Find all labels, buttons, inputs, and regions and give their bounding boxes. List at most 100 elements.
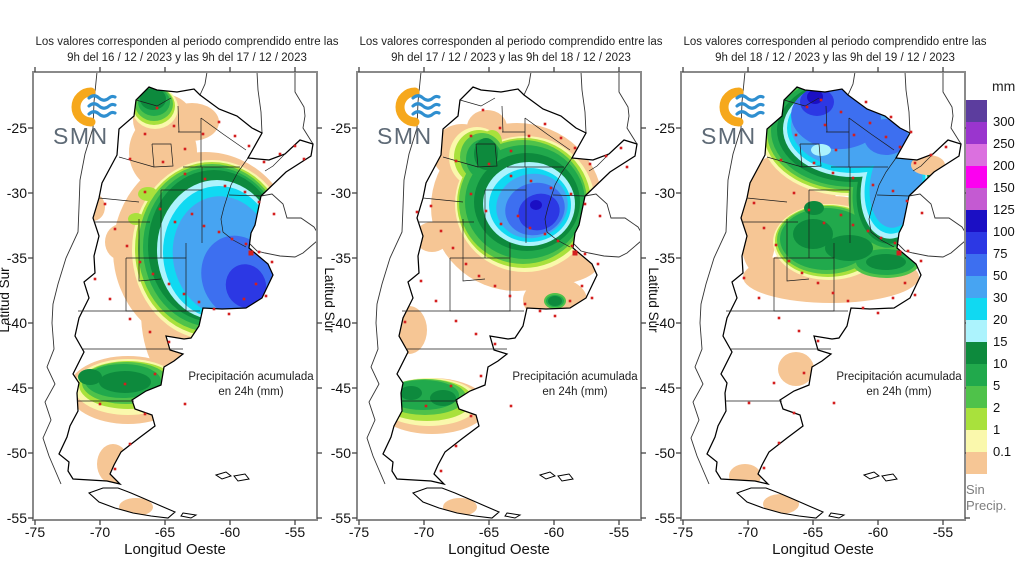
x-tick-label: -75 [672, 524, 694, 540]
map-title: Los valores corresponden al periodo comp… [7, 34, 367, 66]
map-title-line1: Los valores corresponden al periodo comp… [35, 36, 339, 48]
legend-segment-30-50 [966, 276, 987, 298]
precipitation-map [352, 67, 646, 525]
y-tick-label: -35 [654, 250, 675, 266]
annotation-line2: en 24h (mm) [866, 386, 932, 398]
map-canvas [676, 67, 970, 525]
y-tick-label: -55 [654, 510, 675, 526]
y-axis-label: Latitud Sur [0, 267, 12, 333]
y-tick-label: -45 [6, 380, 27, 396]
y-tick-label: -45 [330, 380, 351, 396]
map-title: Los valores corresponden al periodo comp… [331, 34, 691, 66]
legend-segment-15-20 [966, 320, 987, 342]
smn-waves-icon [735, 102, 765, 110]
map-annotation: Precipitación acumulada en 24h (mm) [821, 370, 977, 400]
station-dots [742, 98, 948, 470]
y-tick-label: -25 [654, 120, 675, 136]
legend-value-label: 5 [993, 378, 1001, 393]
y-tick-label: -30 [654, 185, 675, 201]
annotation-line2: en 24h (mm) [542, 386, 608, 398]
legend-value-label: 2 [993, 400, 1001, 415]
x-axis-label: Longitud Oeste [772, 541, 874, 558]
map-title-line2: 9h del 18 / 12 / 2023 y las 9h del 19 / … [715, 52, 955, 64]
annotation-line1: Precipitación acumulada [512, 371, 638, 383]
x-tick-label: -55 [608, 524, 630, 540]
x-tick-label: -65 [154, 524, 176, 540]
legend-segment-50-75 [966, 254, 987, 276]
smn-logo: SMN [701, 87, 765, 148]
legend-segment->300 [966, 100, 987, 122]
map-annotation: Precipitación acumulada en 24h (mm) [173, 370, 329, 400]
legend-segment-sin-precip [966, 452, 987, 474]
x-tick-label: -55 [284, 524, 306, 540]
y-tick-label: -25 [6, 120, 27, 136]
x-tick-label: -60 [867, 524, 889, 540]
smn-logo-text: SMN [377, 123, 433, 148]
annotation-line2: en 24h (mm) [218, 386, 284, 398]
map-panel-2: Los valores corresponden al periodo comp… [322, 0, 681, 585]
legend-segment-125-150 [966, 188, 987, 210]
x-tick-label: -60 [543, 524, 565, 540]
x-tick-label: -75 [348, 524, 370, 540]
legend-value-label: 50 [993, 268, 1008, 283]
smn-sun-icon [719, 87, 744, 127]
map-canvas [352, 67, 646, 525]
legend-segment-200-250 [966, 144, 987, 166]
map-panel-3: Los valores corresponden al periodo comp… [646, 0, 1005, 585]
smn-logo-text: SMN [701, 123, 757, 148]
station-dots [93, 106, 306, 471]
legend-no-precip-label: Sin Precip. [966, 482, 1007, 513]
annotation-line1: Precipitación acumulada [188, 371, 314, 383]
smn-waves-icon [735, 94, 765, 102]
x-axis-label: Longitud Oeste [124, 541, 226, 558]
y-axis-label: Latitud Sur [322, 267, 337, 333]
legend-value-label: 15 [993, 334, 1008, 349]
legend-value-label: 100 [993, 224, 1015, 239]
y-tick-label: -30 [330, 185, 351, 201]
map-title-line1: Los valores corresponden al periodo comp… [683, 36, 987, 48]
y-tick-label: -40 [654, 315, 675, 331]
legend-segment-2-5 [966, 386, 987, 408]
legend-value-label: 150 [993, 180, 1015, 195]
x-tick-label: -70 [89, 524, 111, 540]
smn-logo-text: SMN [53, 123, 109, 148]
map-title-line2: 9h del 16 / 12 / 2023 y las 9h del 17 / … [67, 52, 307, 64]
legend-colorbar [966, 100, 987, 474]
smn-waves-icon [87, 110, 117, 118]
x-axis-label: Longitud Oeste [448, 541, 550, 558]
legend-value-label: 75 [993, 246, 1008, 261]
smn-waves-icon [87, 102, 117, 110]
legend-value-label: 10 [993, 356, 1008, 371]
annotation-line1: Precipitación acumulada [836, 371, 962, 383]
smn-waves-icon [411, 94, 441, 102]
legend-value-label: 125 [993, 202, 1015, 217]
x-tick-label: -60 [219, 524, 241, 540]
x-tick-label: -70 [413, 524, 435, 540]
map-annotation: Precipitación acumulada en 24h (mm) [497, 370, 653, 400]
smn-sun-icon [71, 87, 96, 127]
x-tick-label: -65 [478, 524, 500, 540]
y-tick-label: -25 [330, 120, 351, 136]
legend-segment-1-2 [966, 408, 987, 430]
smn-waves-icon [411, 102, 441, 110]
precip-contours [383, 110, 603, 516]
map-title-line2: 9h del 17 / 12 / 2023 y las 9h del 18 / … [391, 52, 631, 64]
smn-logo: SMN [377, 87, 441, 148]
legend-segment-20-30 [966, 298, 987, 320]
map-canvas [28, 67, 322, 525]
precipitation-map [28, 67, 322, 525]
y-tick-label: -40 [6, 315, 27, 331]
legend-value-label: 30 [993, 290, 1008, 305]
legend-segment-0.1-1 [966, 430, 987, 452]
legend-value-label: 20 [993, 312, 1008, 327]
y-tick-label: -45 [654, 380, 675, 396]
legend-value-label: 200 [993, 158, 1015, 173]
legend-value-label: 250 [993, 136, 1015, 151]
y-tick-label: -35 [330, 250, 351, 266]
legend-segment-150-200 [966, 166, 987, 188]
x-tick-label: -65 [802, 524, 824, 540]
legend-value-label: 300 [993, 114, 1015, 129]
y-tick-label: -55 [330, 510, 351, 526]
map-title: Los valores corresponden al periodo comp… [655, 34, 1015, 66]
